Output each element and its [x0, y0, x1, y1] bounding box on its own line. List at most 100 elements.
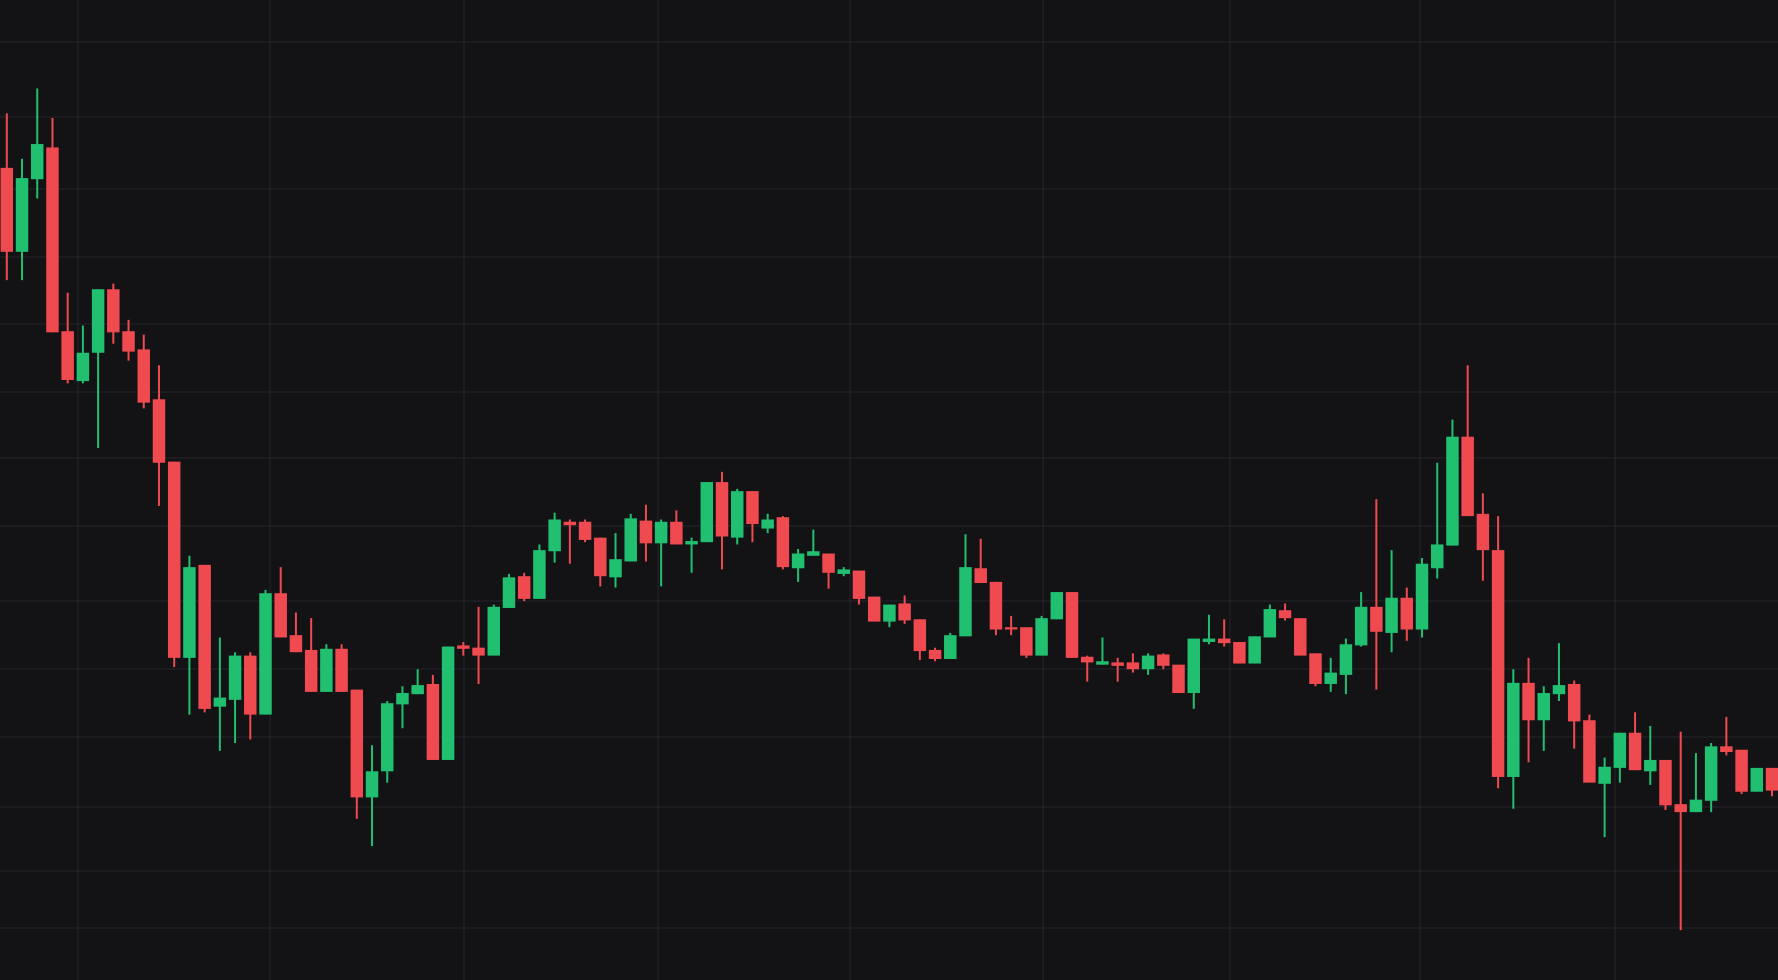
candle-body [289, 635, 303, 653]
candle-body [1750, 767, 1764, 792]
candle-body [1111, 662, 1124, 666]
candle-body [320, 648, 333, 692]
candle-body [1294, 618, 1307, 656]
candle-body [1080, 656, 1094, 663]
candle-body [791, 553, 805, 569]
candle-body [76, 352, 90, 382]
candle-body [1354, 606, 1368, 646]
candle-body [1507, 682, 1520, 777]
candle-body [1476, 513, 1490, 551]
candle-body [1735, 749, 1748, 792]
candle-body [365, 771, 379, 798]
candle-body [837, 569, 850, 574]
candle-body [670, 521, 683, 545]
candle-body [198, 564, 211, 709]
candle-body [1172, 664, 1185, 694]
candle-body [1096, 661, 1109, 665]
candle-body [639, 520, 653, 544]
candle-body [654, 521, 668, 544]
candle-body [1415, 563, 1429, 630]
candle-body [426, 683, 440, 760]
candle-body [1765, 767, 1778, 791]
candle-body [350, 689, 364, 798]
candle-body [913, 619, 927, 652]
candle-body [1689, 799, 1703, 813]
candle-body [137, 349, 150, 403]
candle-body [487, 606, 500, 656]
candle-body [776, 517, 790, 568]
candle-body [1598, 766, 1611, 784]
candle-body [1339, 644, 1353, 675]
candle-body [244, 655, 257, 715]
candle-body [563, 521, 577, 526]
candle-body [1583, 720, 1596, 783]
candle-body [1248, 636, 1261, 664]
candle-body [1309, 653, 1322, 684]
candle-body [1674, 804, 1687, 813]
candle-body [624, 518, 637, 562]
candle-body [822, 553, 835, 573]
candle-body [1278, 610, 1292, 619]
candle-body [213, 697, 227, 707]
candle-body [685, 541, 698, 545]
candle-body [335, 648, 348, 692]
candle-body [0, 167, 14, 252]
candle-body [457, 645, 470, 649]
candle-body [1628, 732, 1642, 771]
candle-body [1644, 759, 1657, 772]
candle-body [1141, 655, 1155, 670]
candle-body [1461, 436, 1474, 517]
candle-body [1704, 746, 1718, 801]
candle-body [411, 685, 424, 695]
candle-body [1324, 672, 1337, 684]
candle-body [1522, 682, 1535, 721]
candle-body [31, 144, 44, 180]
candle-body [228, 655, 242, 700]
candle-body [91, 289, 105, 353]
candle-body [274, 593, 287, 638]
candle-body [1659, 759, 1672, 806]
candle-body [548, 519, 561, 552]
candle-body [46, 147, 59, 333]
candle-body [1126, 662, 1140, 670]
candle-body [700, 482, 714, 543]
candle-body [1050, 592, 1064, 620]
candle-body [1537, 693, 1550, 721]
candle-body [61, 331, 74, 380]
candle-body [107, 289, 120, 333]
candle-body [761, 519, 774, 529]
candle-body [259, 593, 272, 715]
candle-body [533, 550, 546, 599]
candle-body [122, 331, 135, 352]
candle-body [1217, 638, 1231, 644]
candle-body [304, 649, 318, 692]
candle-body [1385, 597, 1398, 633]
candle-body [852, 570, 866, 599]
candle-body [867, 596, 881, 622]
candle-body [928, 649, 942, 660]
candle-body [1400, 597, 1414, 630]
candle-body [989, 581, 1003, 630]
candle-body [898, 603, 911, 621]
candle-body [1020, 627, 1033, 656]
candle-body [1613, 732, 1627, 768]
candle-body [1430, 544, 1444, 569]
candle-body [578, 521, 592, 540]
candle-body [807, 551, 820, 556]
candle-body [396, 693, 409, 705]
candle-body [441, 646, 455, 760]
candle-body [944, 635, 957, 660]
candle-body [167, 461, 181, 658]
candle-body [1187, 638, 1200, 694]
candle-body [502, 577, 516, 608]
candle-body [730, 491, 744, 538]
candle-body [183, 567, 196, 658]
candle-body [609, 559, 622, 578]
candle-body [1202, 638, 1216, 642]
candle-body [381, 703, 394, 772]
candle-body [1567, 683, 1581, 722]
candle-body [1263, 609, 1277, 638]
candle-body [1370, 606, 1383, 632]
candle-body [1491, 550, 1505, 777]
